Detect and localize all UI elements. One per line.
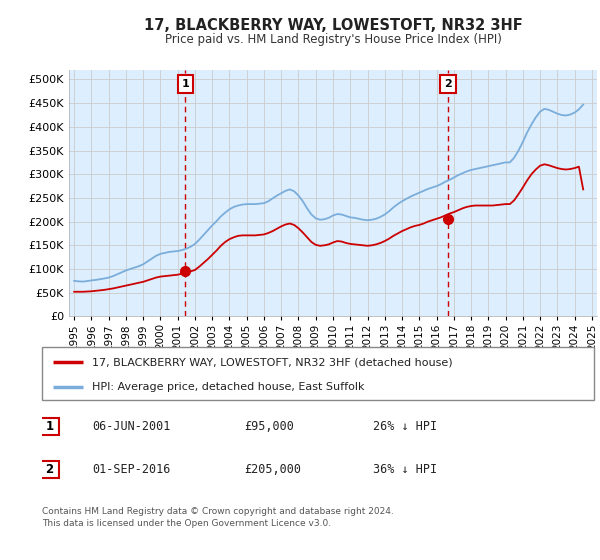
Text: £95,000: £95,000 [244, 420, 294, 433]
FancyBboxPatch shape [40, 461, 59, 478]
Text: 2: 2 [45, 463, 53, 476]
Text: 17, BLACKBERRY WAY, LOWESTOFT, NR32 3HF: 17, BLACKBERRY WAY, LOWESTOFT, NR32 3HF [143, 18, 523, 32]
Text: HPI: Average price, detached house, East Suffolk: HPI: Average price, detached house, East… [92, 382, 364, 392]
Text: 17, BLACKBERRY WAY, LOWESTOFT, NR32 3HF (detached house): 17, BLACKBERRY WAY, LOWESTOFT, NR32 3HF … [92, 357, 452, 367]
FancyBboxPatch shape [40, 418, 59, 435]
FancyBboxPatch shape [42, 347, 594, 400]
Text: 06-JUN-2001: 06-JUN-2001 [92, 420, 171, 433]
Text: 2: 2 [444, 79, 452, 89]
Text: Contains HM Land Registry data © Crown copyright and database right 2024.
This d: Contains HM Land Registry data © Crown c… [42, 507, 394, 528]
Text: 1: 1 [45, 420, 53, 433]
Text: £205,000: £205,000 [244, 463, 301, 476]
Text: 1: 1 [181, 79, 189, 89]
Text: 01-SEP-2016: 01-SEP-2016 [92, 463, 171, 476]
Text: Price paid vs. HM Land Registry's House Price Index (HPI): Price paid vs. HM Land Registry's House … [164, 32, 502, 46]
Text: 36% ↓ HPI: 36% ↓ HPI [373, 463, 437, 476]
Text: 26% ↓ HPI: 26% ↓ HPI [373, 420, 437, 433]
